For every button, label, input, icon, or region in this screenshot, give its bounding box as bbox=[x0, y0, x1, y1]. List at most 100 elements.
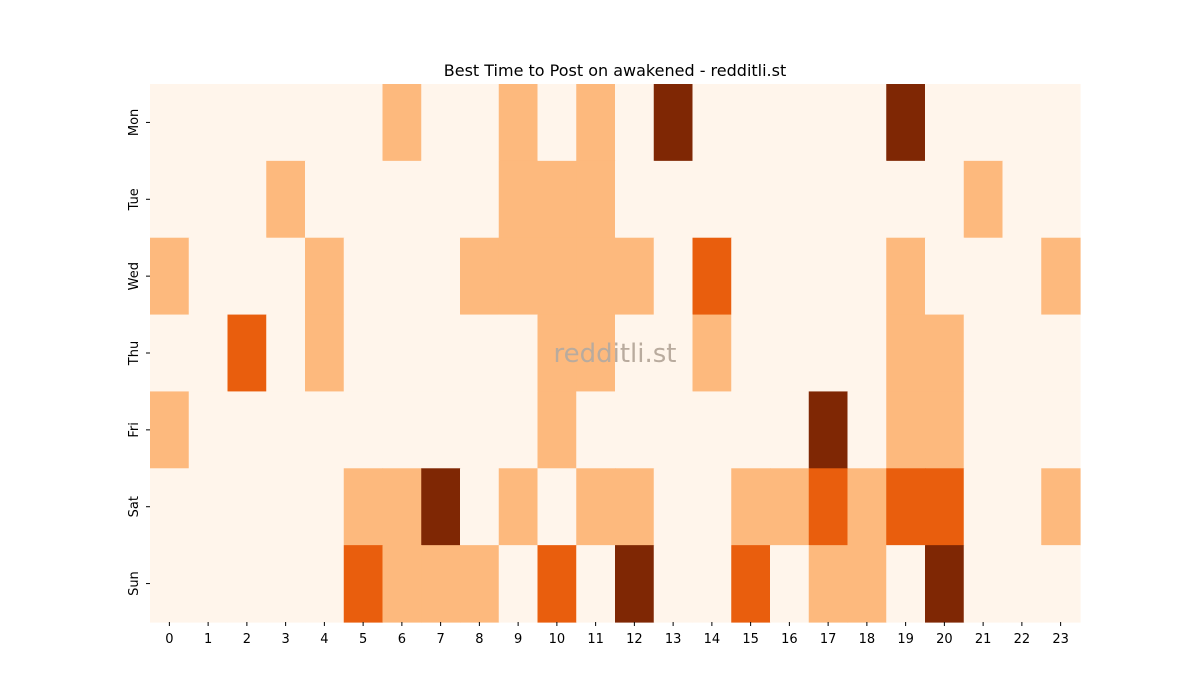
heatmap-cell bbox=[847, 391, 887, 469]
heatmap-cell bbox=[1002, 237, 1042, 316]
heatmap-cell bbox=[460, 314, 500, 393]
x-tick-label: 23 bbox=[1052, 632, 1069, 647]
heatmap-cell bbox=[653, 160, 694, 239]
heatmap-cell bbox=[537, 314, 577, 393]
x-tick-label: 6 bbox=[398, 632, 406, 647]
heatmap-cell bbox=[615, 160, 655, 239]
heatmap-cell bbox=[305, 545, 345, 623]
heatmap-cell bbox=[498, 545, 539, 623]
heatmap-cell bbox=[963, 468, 1004, 546]
heatmap-cell bbox=[498, 237, 539, 316]
heatmap-cell bbox=[1041, 391, 1081, 469]
heatmap-cell bbox=[963, 160, 1004, 239]
x-tick-label: 22 bbox=[1014, 632, 1031, 647]
heatmap-cell bbox=[653, 391, 694, 469]
heatmap-cell bbox=[692, 314, 732, 393]
heatmap-cell bbox=[266, 545, 306, 623]
heatmap-cell bbox=[460, 237, 500, 316]
x-axis: 0 1 2 3 4 5 6 7 8 9 10 11 12 13 14 15 16 17 18 19 20 21 22 23 bbox=[165, 622, 1069, 647]
heatmap-cell bbox=[615, 84, 655, 162]
heatmap-cell bbox=[421, 84, 461, 162]
heatmap-cell bbox=[731, 314, 771, 393]
heatmap-cell bbox=[150, 84, 190, 162]
heatmap-cell bbox=[925, 314, 965, 393]
heatmap-cell bbox=[343, 391, 384, 469]
heatmap-cell bbox=[382, 468, 422, 546]
heatmap-cell bbox=[615, 468, 655, 546]
heatmap-cell bbox=[188, 545, 229, 623]
heatmap-cell bbox=[150, 391, 190, 469]
heatmap-cell bbox=[576, 391, 616, 469]
heatmap-cell bbox=[460, 545, 500, 623]
heatmap-cell bbox=[731, 468, 771, 546]
heatmap-cell bbox=[188, 391, 229, 469]
heatmap-cell bbox=[266, 237, 306, 316]
heatmap-cell bbox=[382, 160, 422, 239]
heatmap-cell bbox=[343, 237, 384, 316]
heatmap-cell bbox=[770, 84, 810, 162]
heatmap-cell bbox=[963, 391, 1004, 469]
heatmap-cell bbox=[460, 160, 500, 239]
y-axis: Mon Tue Wed Thu Fri Sat Sun bbox=[127, 109, 150, 596]
heatmap-cell bbox=[886, 468, 926, 546]
x-tick-label: 17 bbox=[820, 632, 837, 647]
heatmap-cell bbox=[692, 468, 732, 546]
x-tick-label: 3 bbox=[281, 632, 289, 647]
heatmap-cell bbox=[382, 84, 422, 162]
heatmap-cell bbox=[305, 237, 345, 316]
heatmap-cell bbox=[886, 545, 926, 623]
x-tick-label: 15 bbox=[742, 632, 759, 647]
heatmap-cell bbox=[421, 545, 461, 623]
heatmap-cell bbox=[305, 160, 345, 239]
heatmap-cell bbox=[1002, 314, 1042, 393]
y-tick-label: Tue bbox=[127, 188, 142, 211]
heatmap-cell bbox=[1002, 391, 1042, 469]
heatmap-cell bbox=[963, 314, 1004, 393]
heatmap-cell bbox=[847, 160, 887, 239]
heatmap-cell bbox=[188, 160, 229, 239]
heatmap-cell bbox=[847, 545, 887, 623]
heatmap-cell bbox=[227, 391, 267, 469]
heatmap-cell bbox=[1041, 314, 1081, 393]
heatmap-cell bbox=[421, 237, 461, 316]
heatmap-cell bbox=[305, 391, 345, 469]
heatmap-cell bbox=[266, 314, 306, 393]
heatmap-cell bbox=[1041, 468, 1081, 546]
heatmap-cell bbox=[770, 314, 810, 393]
heatmap-cell bbox=[1002, 84, 1042, 162]
x-tick-label: 14 bbox=[704, 632, 721, 647]
heatmap-cell bbox=[343, 84, 384, 162]
heatmap-cell bbox=[227, 468, 267, 546]
heatmap-cell bbox=[925, 160, 965, 239]
heatmap-cell bbox=[305, 468, 345, 546]
heatmap-cell bbox=[1041, 545, 1081, 623]
heatmap-cell bbox=[847, 237, 887, 316]
heatmap-cell bbox=[886, 314, 926, 393]
heatmap-cell bbox=[576, 237, 616, 316]
heatmap-cell bbox=[808, 84, 849, 162]
heatmap-cell bbox=[653, 545, 694, 623]
heatmap-cell bbox=[615, 391, 655, 469]
x-tick-label: 5 bbox=[359, 632, 367, 647]
heatmap-cell bbox=[925, 84, 965, 162]
heatmap-cell bbox=[808, 468, 849, 546]
heatmap-cell bbox=[537, 160, 577, 239]
x-tick-label: 10 bbox=[549, 632, 566, 647]
heatmap-cell bbox=[692, 84, 732, 162]
heatmap-cell bbox=[227, 314, 267, 393]
heatmap-cell bbox=[227, 237, 267, 316]
heatmap-cell bbox=[188, 237, 229, 316]
heatmap-cell bbox=[498, 391, 539, 469]
x-tick-label: 0 bbox=[165, 632, 173, 647]
heatmap-cell bbox=[537, 84, 577, 162]
heatmap-cell bbox=[653, 237, 694, 316]
heatmap-cell bbox=[460, 84, 500, 162]
heatmap-cell bbox=[227, 84, 267, 162]
heatmap-cell bbox=[1041, 237, 1081, 316]
heatmap-cell bbox=[653, 468, 694, 546]
heatmap-cell bbox=[266, 468, 306, 546]
heatmap-cell bbox=[537, 391, 577, 469]
heatmap-cell bbox=[382, 545, 422, 623]
